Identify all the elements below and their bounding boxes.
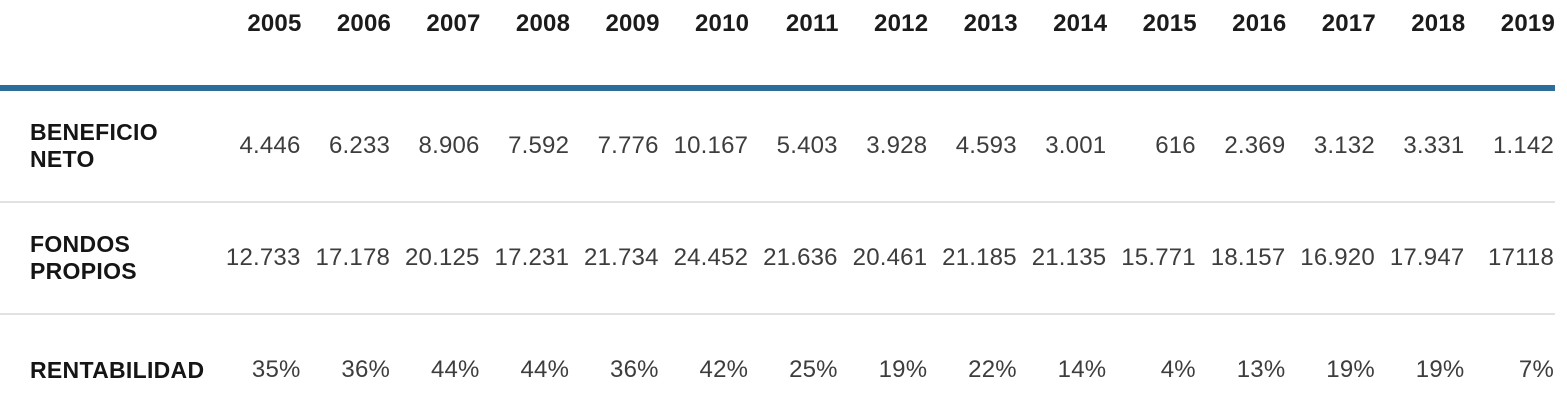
value-cell: 7.776 — [570, 88, 660, 203]
year-header: 2018 — [1375, 0, 1466, 91]
value-cell: 20.125 — [391, 202, 481, 315]
year-header: 2019 — [1465, 0, 1555, 91]
row-label: FONDOS PROPIOS — [0, 202, 212, 315]
year-header: 2011 — [749, 0, 839, 91]
value-cell: 17.231 — [480, 202, 571, 315]
row-label: RENTABILIDAD — [0, 314, 212, 414]
value-cell: 7.592 — [480, 88, 571, 203]
year-header: 2008 — [480, 0, 571, 91]
row-label: BENEFICIO NETO — [0, 88, 212, 203]
value-cell: 19% — [1286, 314, 1376, 414]
value-cell: 1.142 — [1465, 88, 1555, 203]
value-cell: 5.403 — [749, 88, 839, 203]
year-header: 2013 — [928, 0, 1018, 91]
value-cell: 4% — [1107, 314, 1197, 414]
header-row: 2005 2006 2007 2008 2009 2010 2011 2012 2013 2014… — [0, 0, 1555, 91]
value-cell: 19% — [838, 314, 929, 414]
value-cell: 19% — [1375, 314, 1466, 414]
year-header: 2007 — [391, 0, 481, 91]
value-cell: 4.593 — [928, 88, 1018, 203]
value-cell: 25% — [749, 314, 839, 414]
value-cell: 3.001 — [1017, 88, 1108, 203]
value-cell: 36% — [570, 314, 660, 414]
corner-cell — [0, 0, 212, 91]
value-cell: 17.178 — [301, 202, 392, 315]
value-cell: 24.452 — [659, 202, 750, 315]
year-header: 2016 — [1196, 0, 1287, 91]
value-cell: 21.734 — [570, 202, 660, 315]
value-cell: 36% — [301, 314, 392, 414]
value-cell: 3.132 — [1286, 88, 1376, 203]
value-cell: 35% — [212, 314, 302, 414]
value-cell: 15.771 — [1107, 202, 1197, 315]
table-row: BENEFICIO NETO 4.446 6.233 8.906 7.592 7.776 1… — [0, 88, 1555, 203]
year-header: 2010 — [659, 0, 750, 91]
value-cell: 17.947 — [1375, 202, 1466, 315]
value-cell: 44% — [391, 314, 481, 414]
value-cell: 21.185 — [928, 202, 1018, 315]
value-cell: 13% — [1196, 314, 1287, 414]
year-header: 2005 — [212, 0, 302, 91]
value-cell: 3.928 — [838, 88, 929, 203]
value-cell: 6.233 — [301, 88, 392, 203]
year-header: 2006 — [301, 0, 392, 91]
value-cell: 22% — [928, 314, 1018, 414]
value-cell: 44% — [480, 314, 571, 414]
value-cell: 10.167 — [659, 88, 750, 203]
value-cell: 7% — [1465, 314, 1555, 414]
value-cell: 616 — [1107, 88, 1197, 203]
value-cell: 20.461 — [838, 202, 929, 315]
table-body: BENEFICIO NETO 4.446 6.233 8.906 7.592 7.776 1… — [0, 88, 1555, 414]
value-cell: 3.331 — [1375, 88, 1466, 203]
value-cell: 14% — [1017, 314, 1108, 414]
year-header: 2014 — [1017, 0, 1108, 91]
value-cell: 18.157 — [1196, 202, 1287, 315]
value-cell: 8.906 — [391, 88, 481, 203]
value-cell: 16.920 — [1286, 202, 1376, 315]
value-cell: 12.733 — [212, 202, 302, 315]
year-header: 2015 — [1107, 0, 1197, 91]
year-header: 2017 — [1286, 0, 1376, 91]
value-cell: 17118 — [1465, 202, 1555, 315]
value-cell: 21.636 — [749, 202, 839, 315]
value-cell: 42% — [659, 314, 750, 414]
value-cell: 21.135 — [1017, 202, 1108, 315]
year-header: 2012 — [838, 0, 929, 91]
value-cell: 4.446 — [212, 88, 302, 203]
table-row: FONDOS PROPIOS 12.733 17.178 20.125 17.231 21… — [0, 202, 1555, 315]
table-row: RENTABILIDAD 35% 36% 44% 44% 36% 42% 25% 19% 22% 1… — [0, 314, 1555, 414]
year-header: 2009 — [570, 0, 660, 91]
value-cell: 2.369 — [1196, 88, 1287, 203]
